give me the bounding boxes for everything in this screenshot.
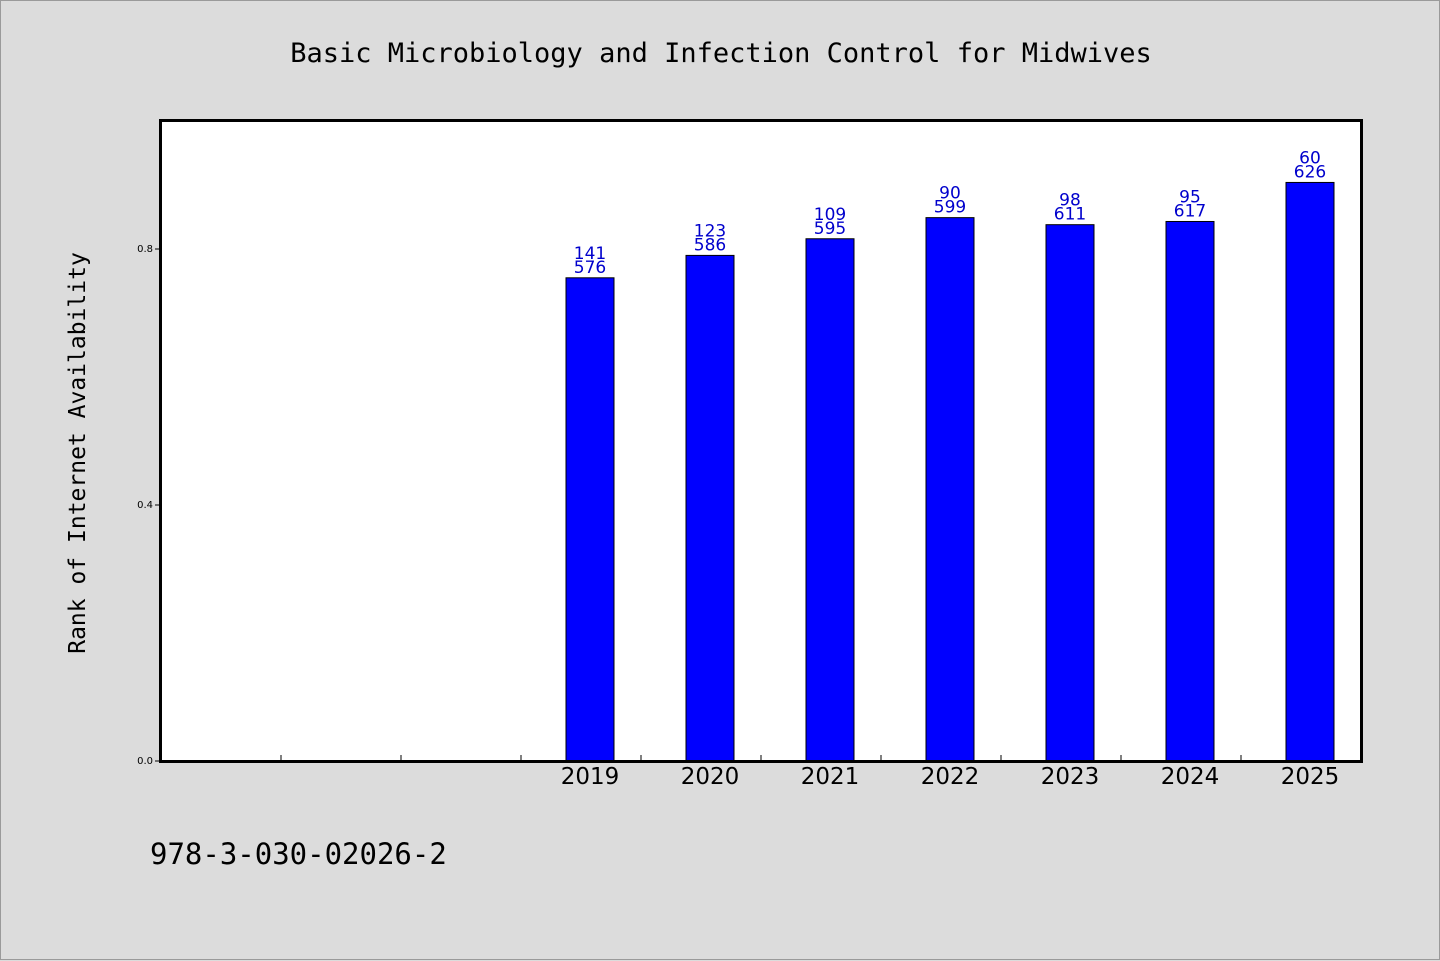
y-tick-label: 0.8 <box>137 244 153 255</box>
x-tick-label: 2024 <box>1161 764 1220 790</box>
bar <box>805 238 855 762</box>
bar <box>1165 220 1215 762</box>
plot-frame <box>159 119 1363 763</box>
bar-label-bottom: 586 <box>694 235 726 255</box>
footer-isbn: 978-3-030-02026-2 <box>150 837 447 871</box>
x-tick-label: 2019 <box>561 764 620 790</box>
bar <box>925 217 975 762</box>
bar-label-bottom: 599 <box>934 198 966 218</box>
bar <box>565 277 615 762</box>
x-tick-label: 2023 <box>1041 764 1100 790</box>
chart-title: Basic Microbiology and Infection Control… <box>290 38 1152 69</box>
bar-label-top: 95 <box>1179 187 1201 207</box>
bar-label-top: 60 <box>1299 148 1321 168</box>
bar-label-bottom: 611 <box>1054 205 1086 225</box>
bar-label-bottom: 595 <box>814 219 846 239</box>
x-tick-label: 2025 <box>1281 764 1340 790</box>
bar-label-top: 141 <box>574 244 606 264</box>
bar <box>685 254 735 762</box>
y-tick-label: 0.0 <box>137 756 153 767</box>
bar-label-top: 98 <box>1059 191 1081 211</box>
axis-ticks: 0.0 0.4 0.8 2019 2020 2021 2022 2023 2024 2025 <box>137 244 1339 790</box>
bars <box>565 181 1335 762</box>
plot-area <box>160 120 1362 762</box>
x-tick-label: 2021 <box>801 764 860 790</box>
y-axis-label: Rank of Internet Availability <box>65 252 91 654</box>
x-tick-label: 2020 <box>681 764 740 790</box>
bar-label-top: 90 <box>939 184 961 204</box>
bar-label-top: 109 <box>814 205 846 225</box>
bar-label-top: 123 <box>694 221 726 241</box>
x-tick-label: 2022 <box>921 764 980 790</box>
bar-label-bottom: 626 <box>1294 162 1326 182</box>
bar-label-bottom: 576 <box>574 258 606 278</box>
bar <box>1285 181 1335 762</box>
bar-label-bottom: 617 <box>1174 201 1206 221</box>
y-tick-label: 0.4 <box>137 500 153 511</box>
bar <box>1045 224 1095 762</box>
